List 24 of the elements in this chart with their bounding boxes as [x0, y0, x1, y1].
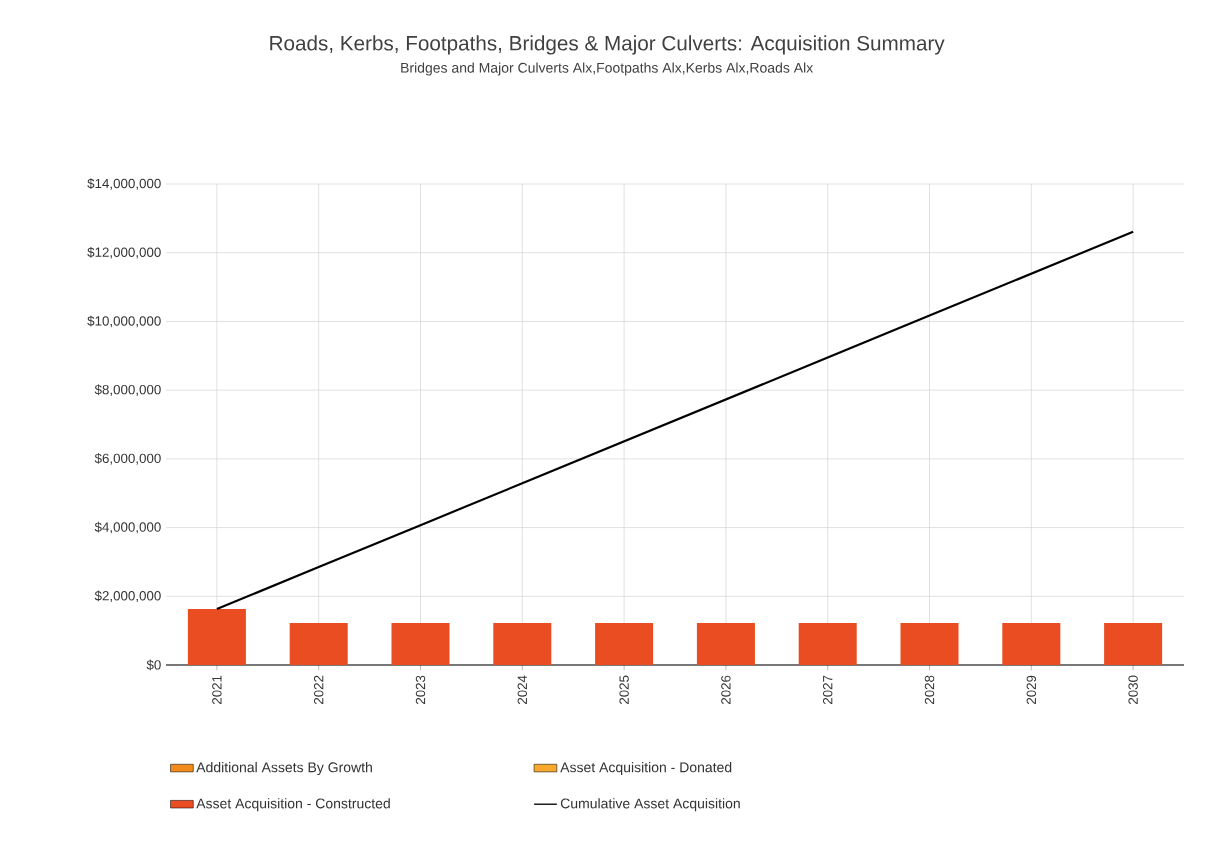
x-tick-label: 2028	[924, 675, 935, 705]
x-tick-label: 2030	[1128, 675, 1138, 705]
y-tick-label: $10,000,000	[87, 315, 161, 328]
y-tick-label: $4,000,000	[94, 521, 161, 534]
y-tick-label: $12,000,000	[87, 246, 161, 259]
y-tick-label: $6,000,000	[94, 453, 161, 465]
legend-label: Asset Acquisition - Constructed	[196, 798, 390, 812]
chart-title: Roads, Kerbs, Footpaths, Bridges & Major Culverts: Acquisition Summary	[270, 35, 945, 55]
chart-subtitle: Bridges and Major Culverts Alx,Footpaths Alx,Kerbs Alx,Roads Alx	[401, 62, 814, 76]
x-tick-label: 2029	[1026, 675, 1037, 705]
legend-label: Asset Acquisition - Donated	[560, 762, 732, 776]
y-tick-label: $0	[146, 659, 161, 671]
x-tick-label: 2027	[823, 675, 833, 705]
y-tick-label: $2,000,000	[94, 590, 161, 603]
x-tick-label: 2026	[721, 675, 731, 705]
x-tick-label: 2024	[517, 675, 528, 705]
y-tick-label: $8,000,000	[94, 384, 161, 396]
legend-label: Cumulative Asset Acquisition	[560, 798, 740, 812]
legend-label: Additional Assets By Growth	[196, 762, 372, 776]
y-tick-label: $14,000,000	[87, 178, 161, 190]
x-tick-label: 2023	[415, 675, 426, 705]
x-tick-label: 2025	[619, 675, 629, 705]
x-tick-label: 2022	[313, 675, 324, 705]
x-tick-label: 2021	[212, 675, 222, 705]
